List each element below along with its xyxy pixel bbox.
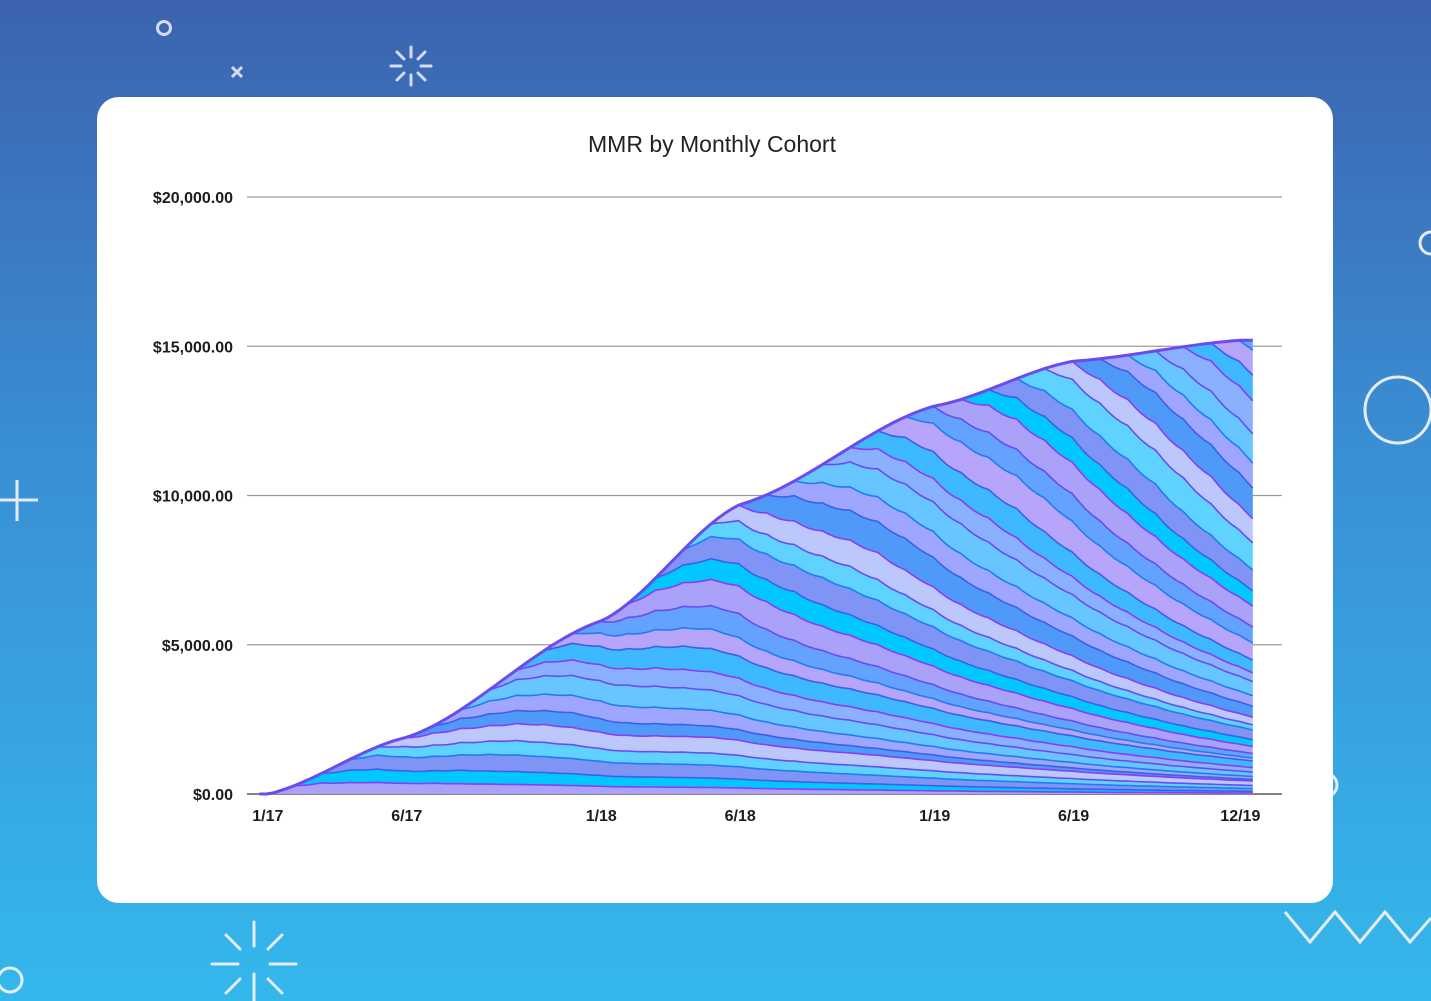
plus-icon	[0, 480, 38, 521]
cohort-line-12-19	[259, 338, 1253, 796]
x-tick-label: 6/17	[391, 808, 422, 825]
zigzag-icon	[1283, 909, 1431, 945]
ring-icon	[0, 966, 24, 994]
cohort-band-11-17	[259, 627, 1253, 794]
x-tick-label: 1/18	[586, 808, 617, 825]
y-tick-label: $5,000.00	[162, 638, 233, 655]
cohort-band-9-17	[259, 659, 1253, 794]
cohort-bands	[259, 340, 1253, 794]
chart-card: MMR by Monthly Cohort $0.00 $5,000.00 $10,…	[97, 97, 1333, 903]
cohort-band-6-19	[259, 358, 1253, 794]
cohort-band-3-17	[259, 754, 1253, 794]
y-tick-label: $15,000.00	[153, 339, 233, 356]
chart-title: MMR by Monthly Cohort	[588, 131, 837, 157]
sparkle-icon	[389, 45, 433, 87]
cohort-line-4-17	[259, 739, 1253, 795]
mmr-chart: MMR by Monthly Cohort $0.00 $5,000.00 $10,…	[153, 131, 1282, 825]
x-mark-icon	[230, 65, 244, 79]
ring-icon	[156, 20, 172, 36]
sparkle-icon	[210, 920, 298, 1001]
x-tick-label: 6/18	[725, 808, 756, 825]
y-tick-label: $20,000.00	[153, 190, 233, 207]
x-tick-label: 6/19	[1058, 808, 1089, 825]
x-tick-label: 12/19	[1220, 808, 1260, 825]
y-axis-ticks: $0.00 $5,000.00 $10,000.00 $15,000.00 $20,00…	[153, 190, 233, 804]
ring-icon	[1363, 375, 1431, 445]
cohort-band-1-17	[259, 782, 1253, 794]
cohort-band-10-18	[259, 431, 1253, 794]
cohort-line-1-17	[259, 781, 1253, 795]
x-axis-ticks: 1/17 6/17 1/18 6/18 1/19 6/19 12/19	[252, 808, 1260, 825]
cohort-band-6-18	[259, 494, 1253, 794]
cohort-band-1-18	[259, 579, 1253, 794]
cohort-line-2-17	[259, 768, 1253, 795]
cohort-line-5-17	[259, 722, 1253, 795]
cohort-band-10-17	[259, 643, 1253, 794]
x-tick-label: 1/19	[919, 808, 950, 825]
cohort-band-12-17	[259, 605, 1253, 794]
x-tick-label: 1/17	[252, 808, 283, 825]
y-tick-label: $0.00	[193, 787, 233, 804]
cohort-band-5-18	[259, 505, 1253, 794]
cohort-line-3-17	[259, 753, 1253, 795]
cohort-band-9-18	[259, 447, 1253, 794]
cohort-lines	[259, 338, 1254, 796]
y-tick-label: $10,000.00	[153, 489, 233, 506]
ring-icon	[1418, 230, 1431, 256]
